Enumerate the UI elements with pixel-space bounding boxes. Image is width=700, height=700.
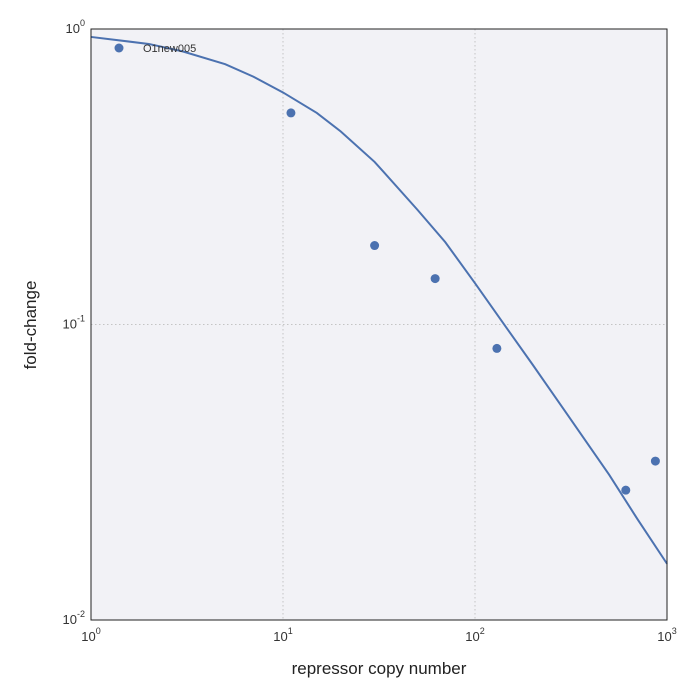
grid-lines	[91, 29, 667, 620]
data-points-layer	[286, 108, 660, 495]
legend-marker	[114, 43, 124, 53]
legend: O1new005	[114, 43, 196, 55]
x-tick-label: 102	[465, 626, 484, 644]
legend-label: O1new005	[143, 43, 196, 55]
y-tick-label: 10-2	[63, 609, 85, 627]
x-tick-label: 103	[657, 626, 676, 644]
x-axis-ticks: 100 101 102 103	[81, 626, 676, 644]
data-point	[621, 485, 631, 495]
plot-frame	[90, 28, 668, 621]
data-point	[650, 456, 660, 466]
x-tick-label: 100	[81, 626, 100, 644]
x-axis-label: repressor copy number	[292, 659, 467, 678]
y-tick-label: 100	[66, 18, 85, 36]
fit-curve	[90, 35, 668, 565]
x-tick-label: 101	[273, 626, 292, 644]
y-axis-ticks: 10-2 10-1 100	[63, 18, 85, 627]
fit-curve-layer	[90, 35, 668, 565]
data-point	[430, 274, 440, 284]
data-point	[492, 343, 502, 353]
y-axis-label: fold-change	[21, 281, 40, 370]
data-point	[286, 108, 296, 118]
y-tick-label: 10-1	[63, 314, 85, 332]
data-point	[370, 241, 380, 251]
